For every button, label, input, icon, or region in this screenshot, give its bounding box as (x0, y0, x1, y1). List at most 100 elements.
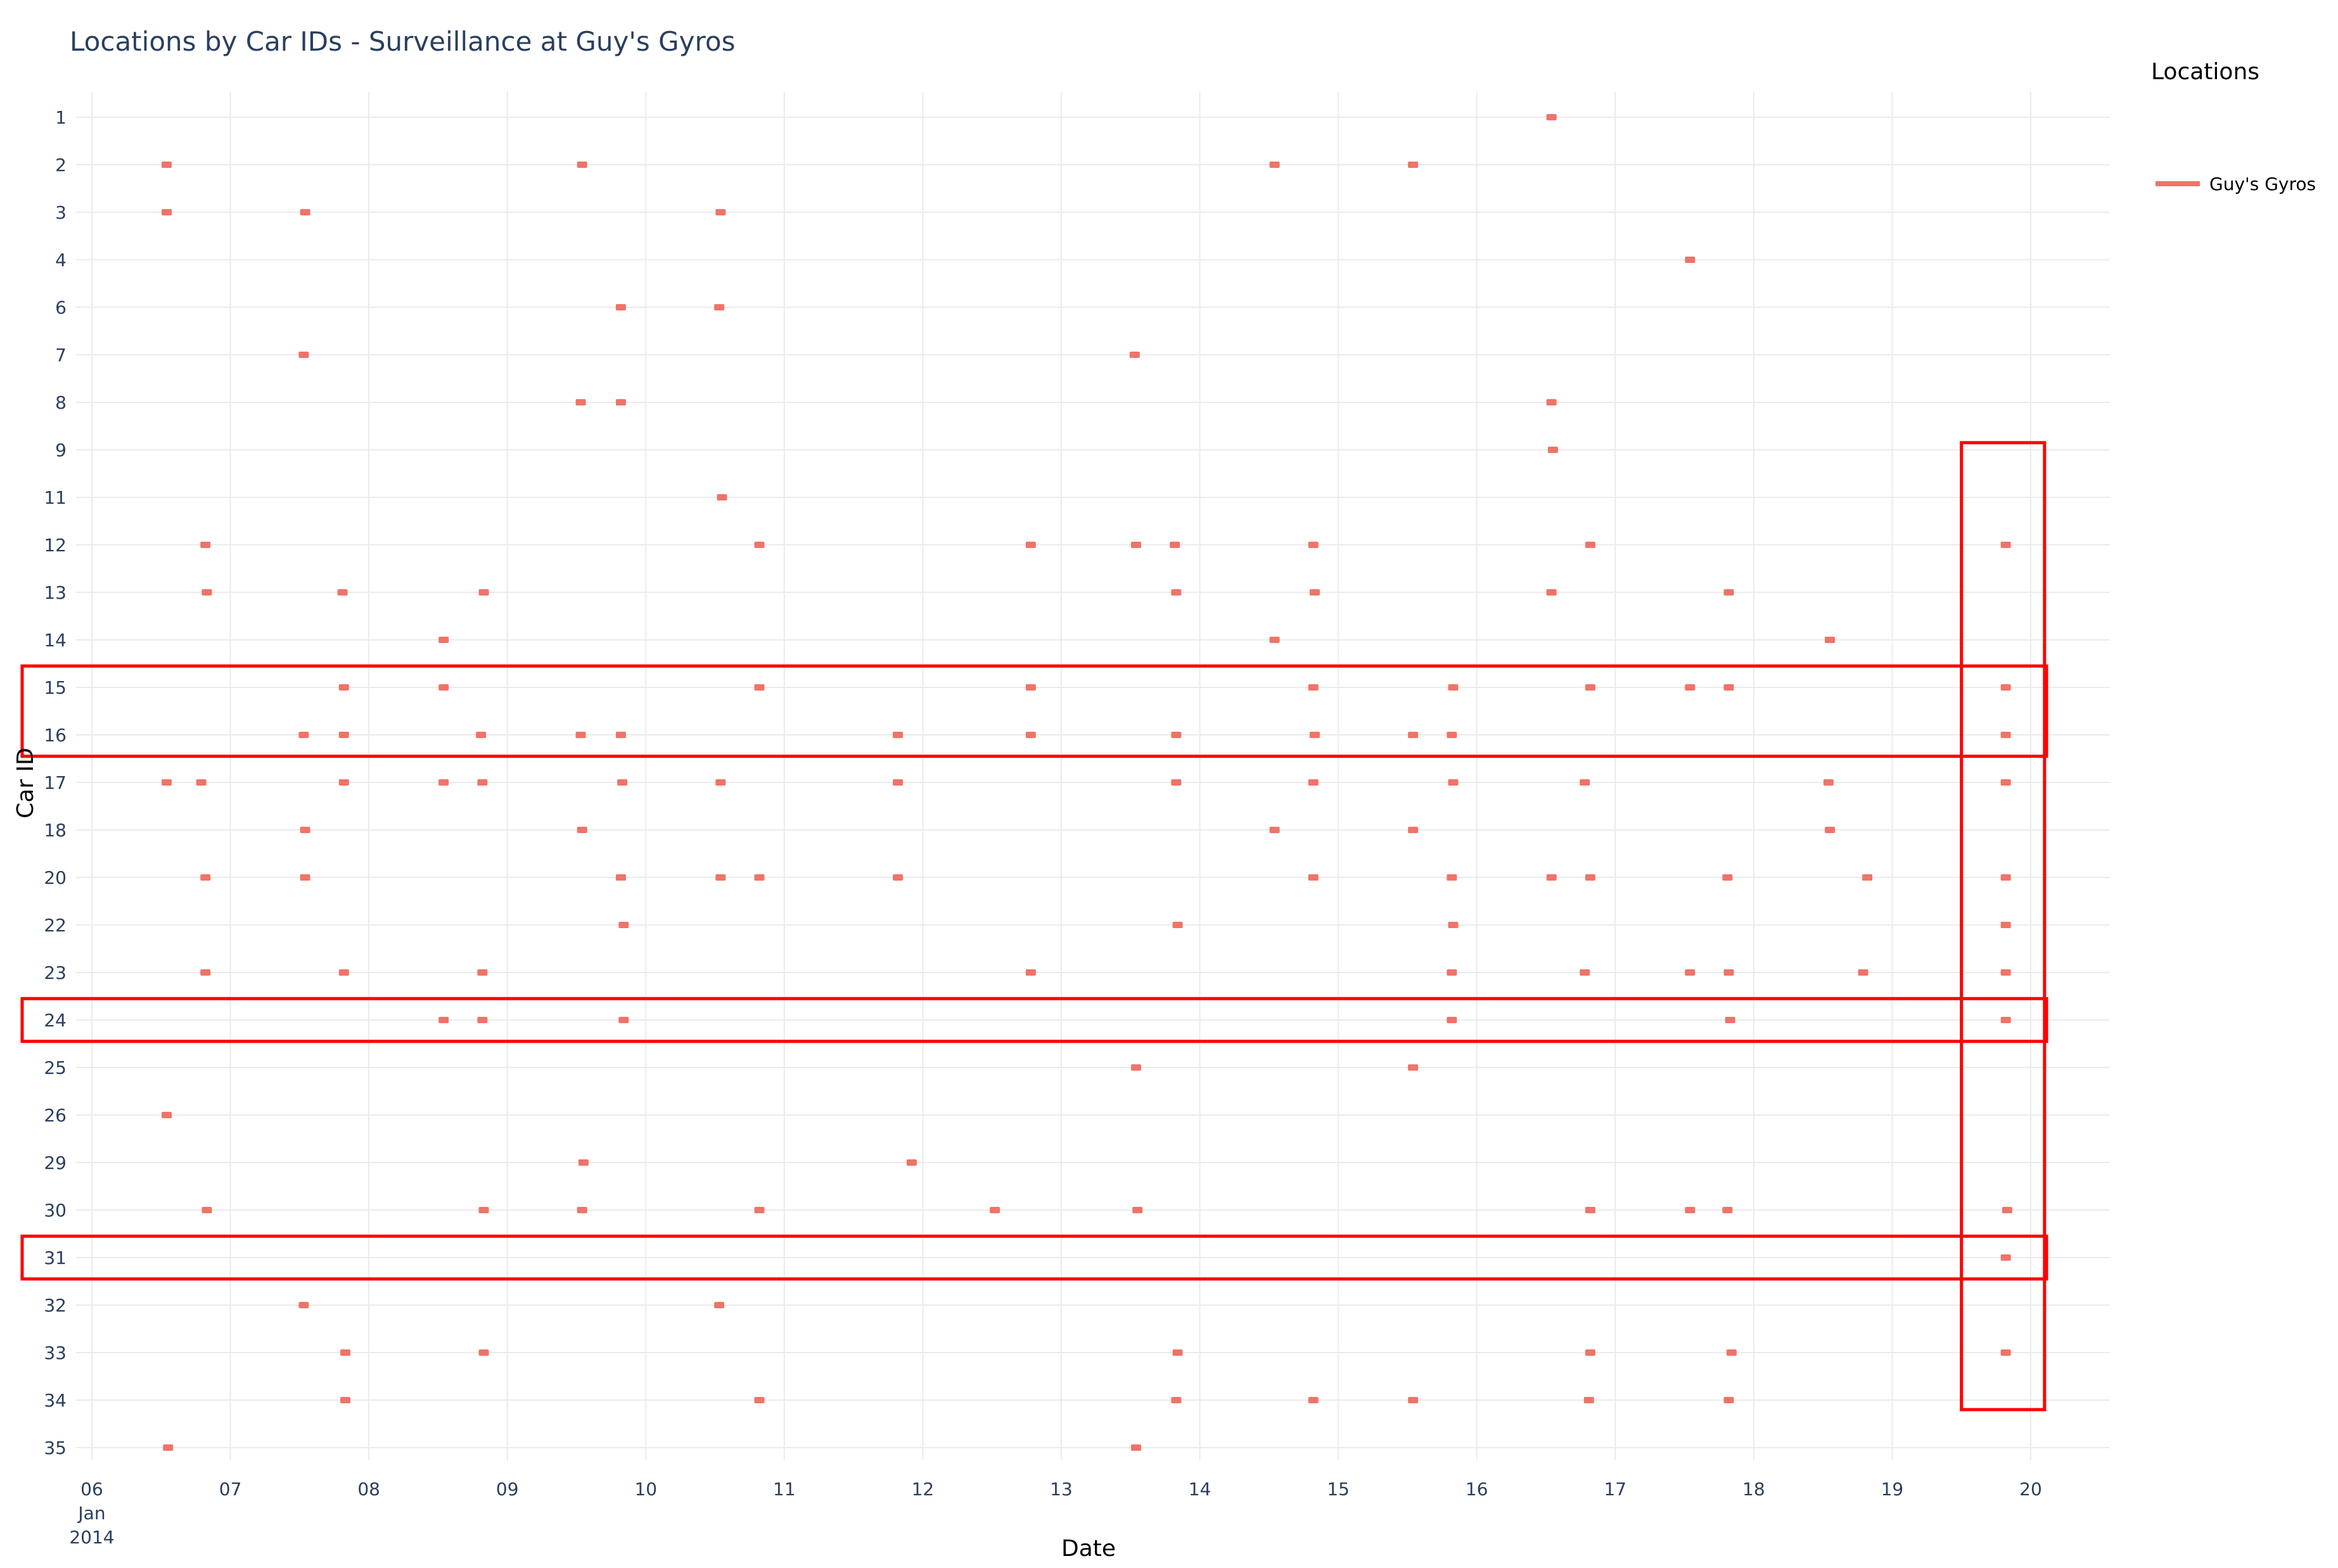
data-point[interactable] (990, 1207, 1000, 1213)
data-point[interactable] (1308, 542, 1319, 548)
data-point[interactable] (615, 304, 626, 310)
data-point[interactable] (575, 399, 586, 405)
data-point[interactable] (1170, 542, 1180, 548)
data-point[interactable] (1546, 589, 1557, 596)
data-point[interactable] (1447, 874, 1457, 881)
data-point[interactable] (201, 1207, 212, 1213)
data-point[interactable] (300, 874, 310, 881)
data-point[interactable] (1722, 874, 1733, 881)
data-point[interactable] (1823, 779, 1834, 786)
data-point[interactable] (1269, 827, 1280, 833)
data-point[interactable] (1025, 732, 1036, 738)
data-point[interactable] (1408, 1397, 1419, 1403)
data-point[interactable] (1447, 969, 1457, 976)
data-point[interactable] (201, 589, 212, 596)
data-point[interactable] (754, 1207, 765, 1213)
data-point[interactable] (477, 969, 488, 976)
data-point[interactable] (438, 779, 449, 786)
data-point[interactable] (200, 969, 211, 976)
data-point[interactable] (754, 542, 765, 548)
data-point[interactable] (1171, 779, 1182, 786)
data-point[interactable] (2000, 922, 2011, 928)
data-point[interactable] (1448, 684, 1459, 691)
data-point[interactable] (1583, 1397, 1594, 1403)
data-point[interactable] (478, 589, 489, 596)
data-point[interactable] (1585, 1207, 1595, 1213)
data-point[interactable] (1308, 779, 1319, 786)
data-point[interactable] (578, 1159, 589, 1166)
data-point[interactable] (337, 589, 348, 596)
data-point[interactable] (618, 922, 629, 928)
data-point[interactable] (1725, 1017, 1735, 1023)
data-point[interactable] (1726, 1349, 1737, 1356)
data-point[interactable] (2000, 1017, 2011, 1023)
data-point[interactable] (162, 162, 172, 168)
data-point[interactable] (1546, 874, 1557, 881)
data-point[interactable] (1172, 922, 1183, 928)
data-point[interactable] (754, 684, 765, 691)
data-point[interactable] (1585, 874, 1595, 881)
data-point[interactable] (298, 1302, 309, 1308)
data-point[interactable] (577, 827, 587, 833)
data-point[interactable] (617, 779, 628, 786)
data-point[interactable] (298, 352, 309, 358)
data-point[interactable] (1825, 637, 1836, 643)
data-point[interactable] (1131, 542, 1142, 548)
data-point[interactable] (615, 399, 626, 405)
data-point[interactable] (714, 304, 725, 310)
data-point[interactable] (1025, 684, 1036, 691)
data-point[interactable] (1308, 1397, 1319, 1403)
data-point[interactable] (1580, 969, 1590, 976)
data-point[interactable] (340, 1397, 350, 1403)
data-point[interactable] (300, 209, 310, 215)
data-point[interactable] (1862, 874, 1873, 881)
data-point[interactable] (1269, 637, 1280, 643)
data-point[interactable] (1723, 969, 1734, 976)
data-point[interactable] (338, 684, 349, 691)
data-point[interactable] (2000, 1254, 2011, 1261)
data-point[interactable] (1723, 589, 1734, 596)
data-point[interactable] (163, 1444, 174, 1451)
data-point[interactable] (893, 732, 904, 738)
data-point[interactable] (1129, 352, 1140, 358)
data-point[interactable] (1308, 874, 1319, 881)
data-point[interactable] (200, 874, 211, 881)
data-point[interactable] (1685, 969, 1696, 976)
data-point[interactable] (1858, 969, 1868, 976)
data-point[interactable] (1685, 257, 1696, 263)
data-point[interactable] (438, 1017, 449, 1023)
data-point[interactable] (715, 874, 726, 881)
data-point[interactable] (1723, 1397, 1734, 1403)
data-point[interactable] (575, 732, 586, 738)
data-point[interactable] (1547, 447, 1558, 453)
legend[interactable]: Locations Guy's Gyros (2151, 59, 2316, 194)
data-point[interactable] (1025, 969, 1036, 976)
data-point[interactable] (162, 209, 172, 215)
data-point[interactable] (340, 1349, 350, 1356)
data-point[interactable] (476, 732, 487, 738)
data-point[interactable] (1131, 1064, 1142, 1071)
data-point[interactable] (2000, 684, 2011, 691)
data-point[interactable] (477, 1017, 488, 1023)
data-point[interactable] (1308, 684, 1319, 691)
data-point[interactable] (906, 1159, 917, 1166)
data-point[interactable] (1171, 589, 1182, 596)
data-point[interactable] (1825, 827, 1836, 833)
data-point[interactable] (478, 1207, 489, 1213)
data-point[interactable] (1172, 1349, 1183, 1356)
data-point[interactable] (893, 779, 904, 786)
data-point[interactable] (2000, 969, 2011, 976)
data-point[interactable] (1132, 1207, 1143, 1213)
data-point[interactable] (300, 827, 310, 833)
data-point[interactable] (615, 732, 626, 738)
data-point[interactable] (1447, 1017, 1457, 1023)
data-point[interactable] (2002, 1207, 2012, 1213)
data-point[interactable] (1408, 732, 1419, 738)
data-point[interactable] (1723, 684, 1734, 691)
data-point[interactable] (438, 684, 449, 691)
data-point[interactable] (2000, 779, 2011, 786)
data-point[interactable] (1585, 542, 1595, 548)
data-point[interactable] (1585, 1349, 1595, 1356)
data-point[interactable] (1408, 827, 1419, 833)
data-point[interactable] (577, 162, 587, 168)
